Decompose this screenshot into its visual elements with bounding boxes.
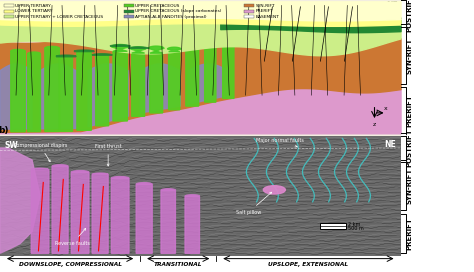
Polygon shape — [150, 47, 163, 113]
Polygon shape — [113, 45, 128, 121]
Polygon shape — [77, 51, 91, 130]
Polygon shape — [186, 46, 199, 106]
Polygon shape — [31, 168, 49, 253]
Text: PRERIFT: PRERIFT — [406, 94, 412, 126]
Polygon shape — [71, 171, 89, 253]
Polygon shape — [111, 45, 129, 51]
Text: DOWNSLOPE, COMPRESSIONAL: DOWNSLOPE, COMPRESSIONAL — [18, 262, 122, 267]
Text: POSTRIFT: POSTRIFT — [406, 0, 412, 32]
Bar — [124, 4, 134, 8]
Text: Major normal faults: Major normal faults — [256, 138, 304, 147]
Bar — [244, 15, 255, 18]
Polygon shape — [185, 195, 200, 253]
Bar — [4, 15, 14, 18]
Polygon shape — [188, 64, 228, 104]
Text: APTIAN-ALB FANDITES (proximal): APTIAN-ALB FANDITES (proximal) — [136, 15, 207, 19]
Text: b): b) — [0, 126, 9, 135]
Polygon shape — [130, 47, 146, 53]
Text: SW: SW — [4, 141, 18, 150]
Text: SYN-RIFT: SYN-RIFT — [406, 38, 412, 74]
Polygon shape — [161, 189, 175, 253]
Text: POSTRIFT: POSTRIFT — [406, 129, 412, 167]
Polygon shape — [40, 64, 76, 129]
Polygon shape — [92, 173, 108, 253]
Polygon shape — [92, 54, 112, 55]
Polygon shape — [11, 50, 25, 132]
Polygon shape — [169, 48, 180, 110]
Text: x: x — [384, 106, 387, 111]
Polygon shape — [148, 46, 164, 53]
Text: BASEMENT: BASEMENT — [255, 15, 279, 19]
Text: Compressional diapirs: Compressional diapirs — [13, 143, 67, 162]
Polygon shape — [136, 183, 152, 253]
Polygon shape — [0, 148, 40, 253]
Bar — [244, 4, 255, 8]
Text: Salt pillow: Salt pillow — [236, 192, 272, 215]
Text: 500 m: 500 m — [347, 226, 364, 231]
Polygon shape — [27, 52, 40, 132]
Polygon shape — [56, 55, 76, 57]
Text: SW: SW — [4, 22, 18, 31]
Bar — [124, 15, 134, 18]
Text: 2 km: 2 km — [347, 222, 360, 227]
Text: SYN-RIFT: SYN-RIFT — [406, 168, 412, 205]
Polygon shape — [74, 50, 94, 51]
Text: First thrust: First thrust — [95, 144, 121, 166]
Polygon shape — [223, 46, 234, 98]
Text: PRERIFT: PRERIFT — [406, 217, 412, 250]
Text: UPPER TERTIARY: UPPER TERTIARY — [15, 4, 51, 8]
Ellipse shape — [264, 186, 285, 194]
Polygon shape — [60, 56, 73, 131]
Polygon shape — [0, 64, 32, 129]
Text: UPPER CRETACEOUS: UPPER CRETACEOUS — [136, 4, 180, 8]
Text: NE: NE — [386, 1, 398, 10]
Text: z: z — [373, 122, 376, 127]
Text: NE: NE — [384, 140, 396, 149]
Polygon shape — [111, 177, 129, 253]
Text: UPPER CRETACEOUS (slope carbonates): UPPER CRETACEOUS (slope carbonates) — [136, 10, 222, 13]
Text: PRERIFT: PRERIFT — [255, 10, 273, 13]
Polygon shape — [96, 54, 109, 126]
Text: UPSLOPE, EXTENSIONAL: UPSLOPE, EXTENSIONAL — [268, 262, 348, 267]
Polygon shape — [132, 48, 145, 116]
Polygon shape — [88, 64, 128, 127]
Text: UPPER TERTIARY + LOWER CRETACEOUS: UPPER TERTIARY + LOWER CRETACEOUS — [15, 15, 103, 19]
Text: Reverse faults: Reverse faults — [55, 228, 90, 246]
Bar — [320, 223, 346, 229]
Text: SYN-RIFT: SYN-RIFT — [255, 4, 275, 8]
Polygon shape — [205, 47, 216, 102]
Text: LOWER TERTIARY: LOWER TERTIARY — [15, 10, 53, 13]
Polygon shape — [52, 165, 68, 253]
Bar — [4, 4, 14, 8]
Bar — [124, 10, 134, 13]
Polygon shape — [140, 64, 180, 113]
Polygon shape — [45, 46, 59, 131]
Polygon shape — [167, 47, 181, 52]
Bar — [244, 10, 255, 13]
Bar — [4, 10, 14, 13]
Polygon shape — [128, 47, 148, 48]
Text: TRANSITIONAL: TRANSITIONAL — [154, 262, 202, 267]
Polygon shape — [110, 45, 130, 46]
